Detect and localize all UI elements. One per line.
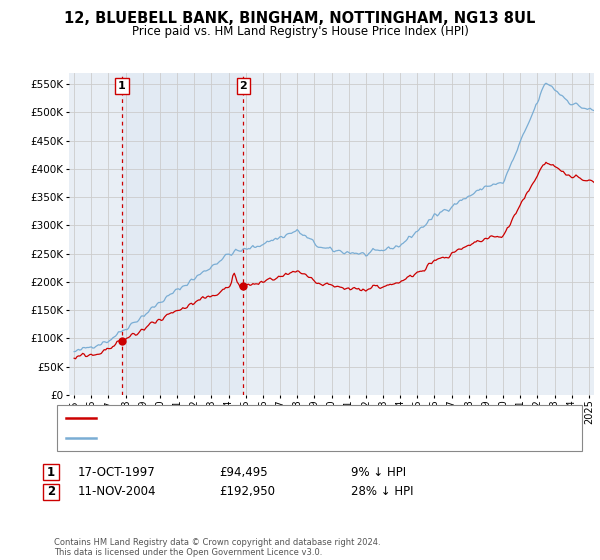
Text: 17-OCT-1997: 17-OCT-1997 (78, 465, 156, 479)
Text: 2: 2 (47, 485, 55, 498)
Text: Price paid vs. HM Land Registry's House Price Index (HPI): Price paid vs. HM Land Registry's House … (131, 25, 469, 38)
Text: 9% ↓ HPI: 9% ↓ HPI (351, 465, 406, 479)
Text: Contains HM Land Registry data © Crown copyright and database right 2024.
This d: Contains HM Land Registry data © Crown c… (54, 538, 380, 557)
Text: 12, BLUEBELL BANK, BINGHAM, NOTTINGHAM, NG13 8UL (detached house): 12, BLUEBELL BANK, BINGHAM, NOTTINGHAM, … (100, 413, 491, 423)
Text: HPI: Average price, detached house, Rushcliffe: HPI: Average price, detached house, Rush… (100, 433, 344, 443)
Text: 1: 1 (118, 81, 126, 91)
Bar (122, 73, 244, 395)
Text: 12, BLUEBELL BANK, BINGHAM, NOTTINGHAM, NG13 8UL: 12, BLUEBELL BANK, BINGHAM, NOTTINGHAM, … (64, 11, 536, 26)
Text: 2: 2 (239, 81, 247, 91)
Text: £192,950: £192,950 (219, 485, 275, 498)
Text: 28% ↓ HPI: 28% ↓ HPI (351, 485, 413, 498)
Text: 11-NOV-2004: 11-NOV-2004 (78, 485, 157, 498)
Text: 1: 1 (47, 465, 55, 479)
Text: £94,495: £94,495 (219, 465, 268, 479)
